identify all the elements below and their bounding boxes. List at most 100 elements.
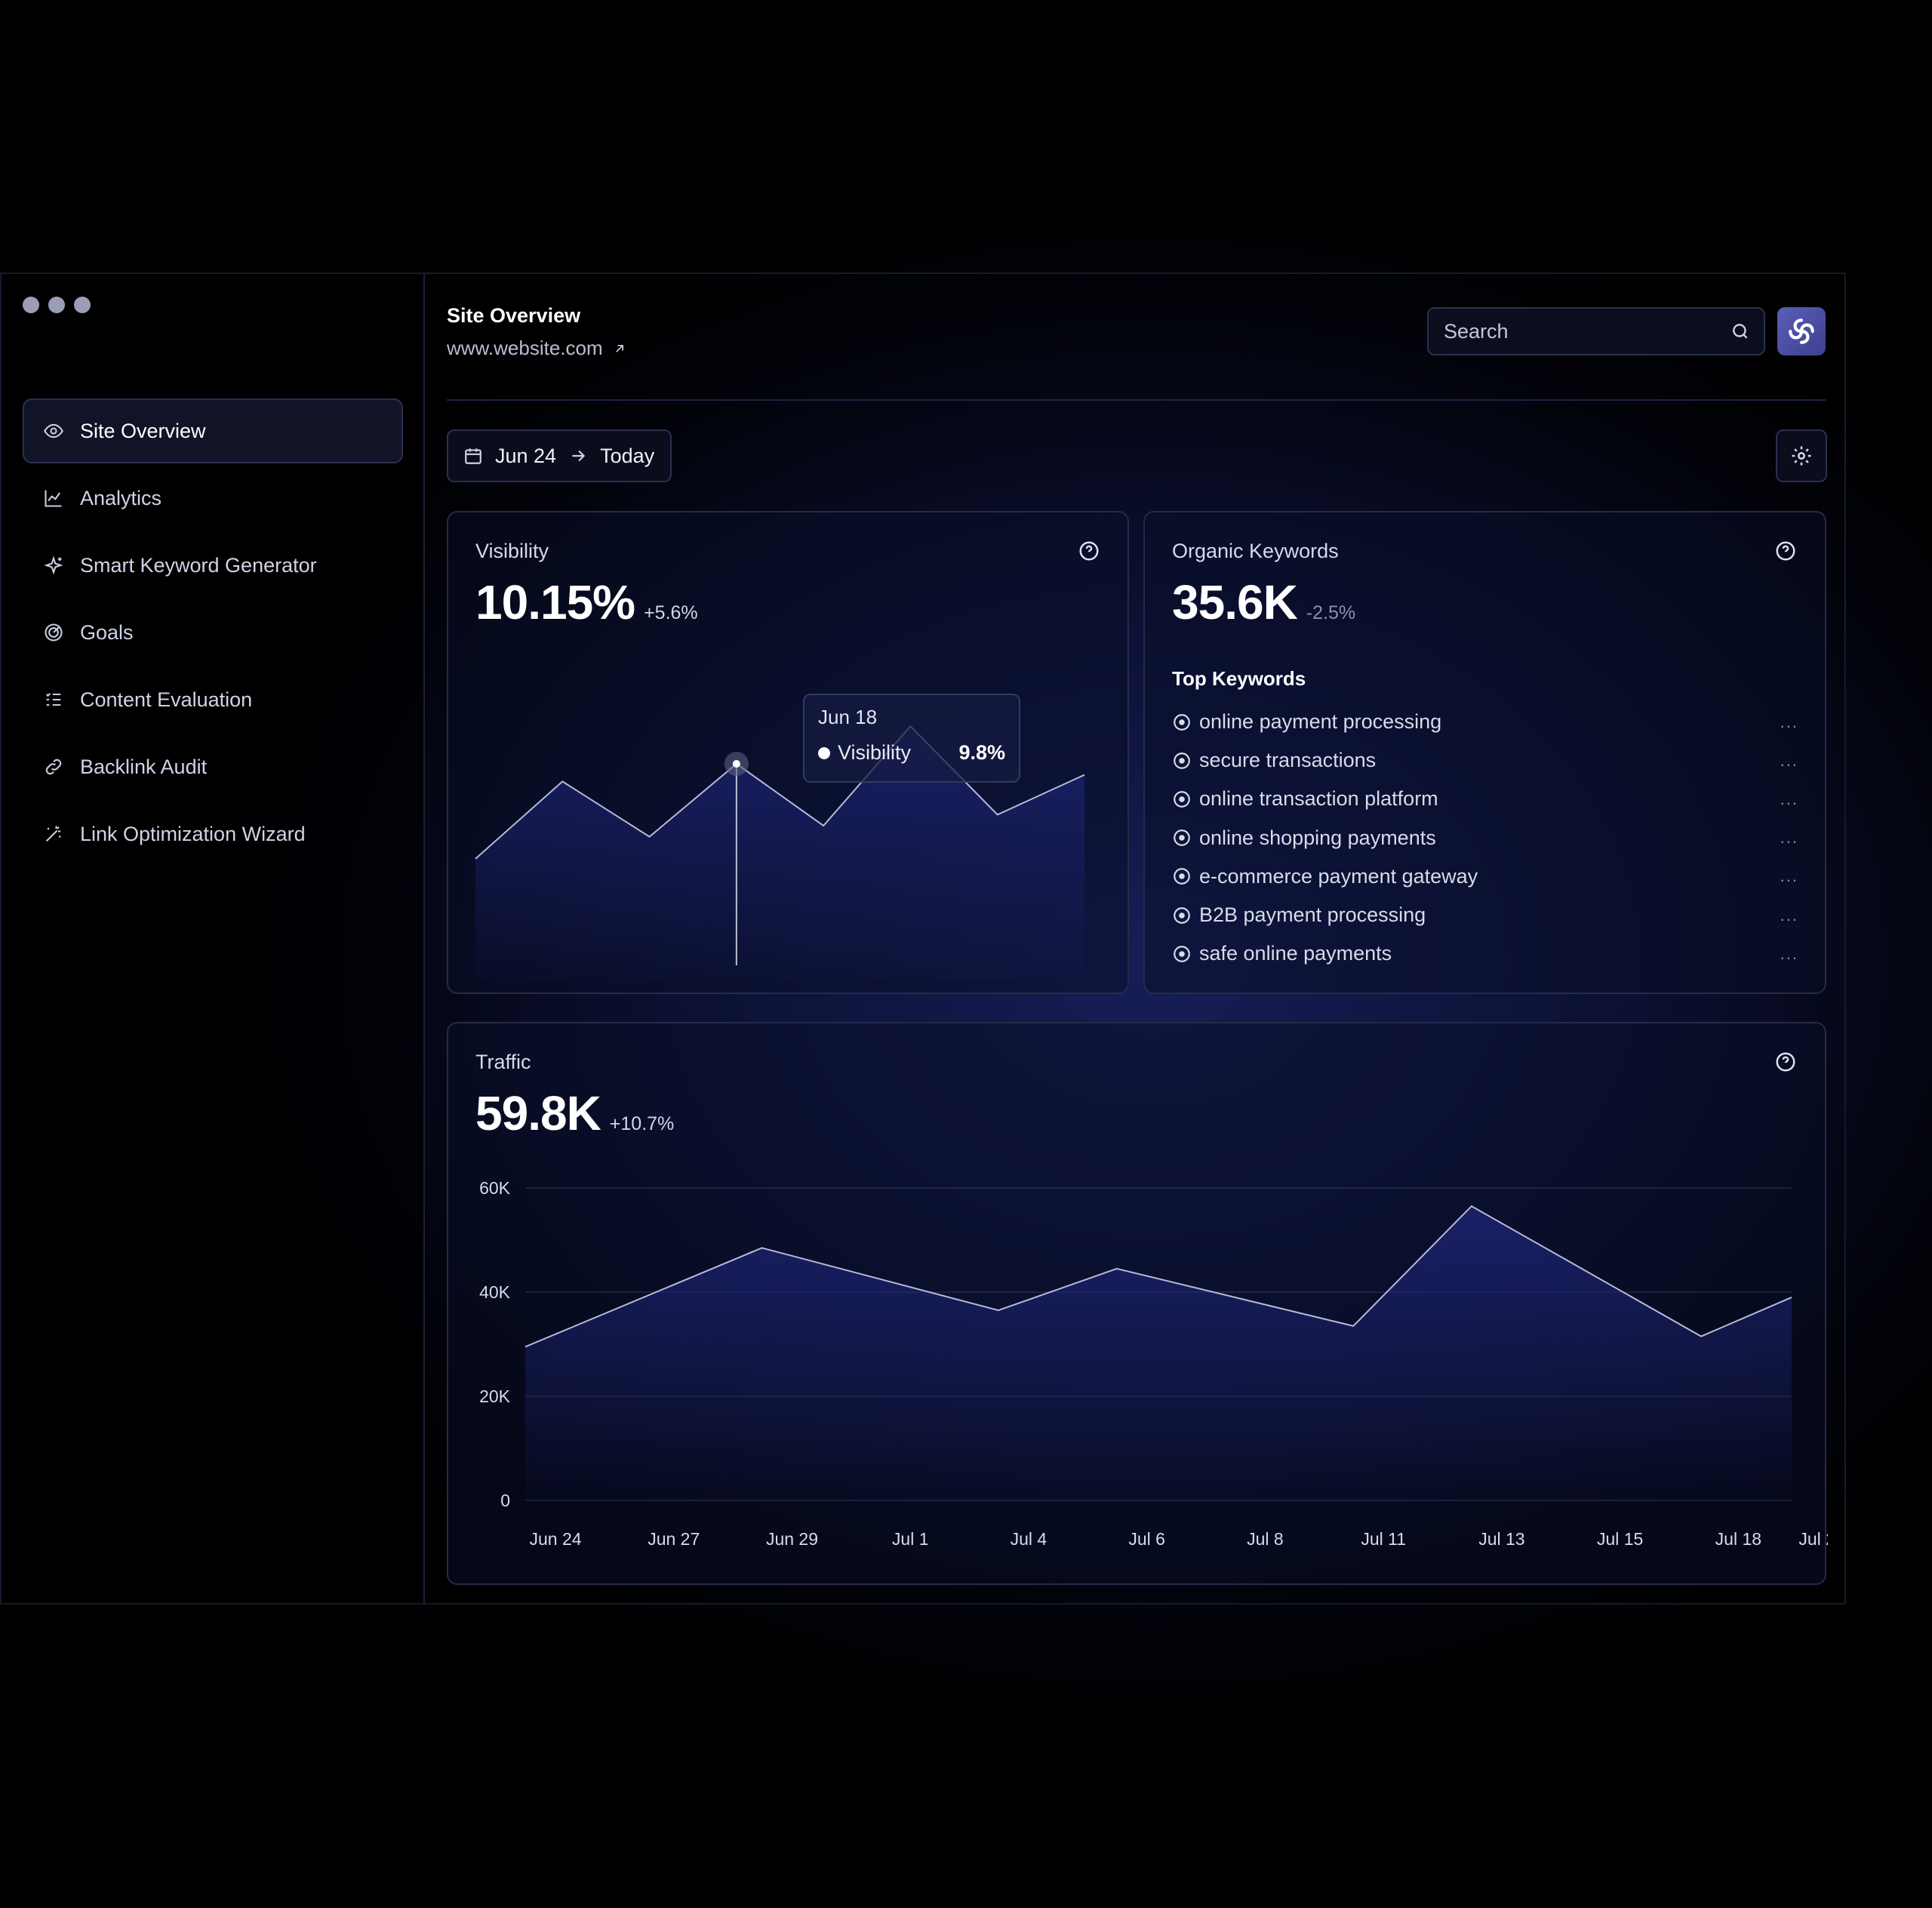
organic-keywords-card: Organic Keywords 35.6K -2.5% Top Keyword… (1143, 511, 1826, 994)
more-options-icon[interactable]: ... (1780, 712, 1798, 731)
keyword-item: online shopping payments (1172, 826, 1436, 850)
organic-keywords-metric: 35.6K -2.5% (1172, 574, 1355, 630)
gear-icon (1792, 446, 1811, 466)
sidebar-item-label: Goals (80, 620, 134, 644)
target-dot-icon (1174, 868, 1190, 885)
y-tick-label: 0 (500, 1491, 510, 1510)
target-dot-icon (1174, 906, 1190, 924)
more-options-icon[interactable]: ... (1780, 943, 1798, 963)
keyword-label: B2B payment processing (1199, 903, 1426, 927)
top-keywords-list: online payment processing... secure trans… (1172, 703, 1798, 973)
keyword-item: online payment processing (1172, 710, 1441, 734)
eye-icon (42, 420, 65, 442)
site-link[interactable]: www.website.com (447, 337, 627, 360)
top-keywords-title: Top Keywords (1172, 667, 1306, 690)
window-dot[interactable] (74, 297, 91, 313)
app-window: Site Overview Analytics Smart Keyword Ge… (0, 272, 1846, 1605)
y-tick-label: 40K (479, 1282, 511, 1302)
more-options-icon[interactable]: ... (1780, 789, 1798, 808)
search-input[interactable] (1442, 319, 1717, 344)
y-tick-label: 20K (479, 1386, 511, 1406)
search-box[interactable] (1427, 307, 1765, 355)
tooltip-row: Visibility 9.8% (818, 741, 1005, 765)
x-tick-label: Jul 4 (1011, 1529, 1048, 1549)
sidebar-item-backlink-audit[interactable]: Backlink Audit (23, 734, 403, 799)
date-end: Today (600, 444, 655, 467)
visibility-delta: +5.6% (644, 602, 698, 623)
sidebar-item-analytics[interactable]: Analytics (23, 466, 403, 531)
x-tick-label: Jul 6 (1128, 1529, 1165, 1549)
window-dot[interactable] (23, 297, 39, 313)
target-icon (42, 621, 65, 644)
visibility-label: Visibility (475, 540, 549, 562)
keyword-label: secure transactions (1199, 749, 1377, 772)
sparkle-icon (42, 554, 65, 577)
more-options-icon[interactable]: ... (1780, 866, 1798, 886)
arrow-right-icon (572, 450, 586, 462)
sidebar-nav: Site Overview Analytics Smart Keyword Ge… (23, 399, 403, 869)
keyword-label: e-commerce payment gateway (1199, 864, 1478, 888)
help-icon[interactable] (1774, 1051, 1797, 1073)
date-range-picker[interactable]: Jun 24 Today (447, 429, 672, 482)
y-tick-label: 60K (479, 1178, 511, 1198)
tooltip-value: 9.8% (958, 741, 1005, 764)
window-dot[interactable] (48, 297, 65, 313)
page-title: Site Overview (447, 304, 581, 327)
keyword-label: online transaction platform (1199, 787, 1438, 811)
help-icon[interactable] (1774, 540, 1797, 562)
keyword-row[interactable]: B2B payment processing... (1172, 896, 1798, 934)
keyword-row[interactable]: e-commerce payment gateway... (1172, 857, 1798, 896)
keyword-row[interactable]: online shopping payments... (1172, 819, 1798, 857)
target-dot-icon (1174, 791, 1190, 808)
sidebar-item-label: Content Evaluation (80, 688, 253, 711)
visibility-area (475, 726, 1084, 980)
organic-keywords-value: 35.6K (1172, 575, 1298, 629)
page-header: Site Overview www.website.com (447, 304, 627, 360)
keyword-item: e-commerce payment gateway (1172, 865, 1478, 888)
x-tick-label: Jul 8 (1247, 1529, 1284, 1549)
calendar-icon (465, 448, 481, 464)
sidebar-item-smart-keyword-generator[interactable]: Smart Keyword Generator (23, 533, 403, 598)
keyword-item: secure transactions (1172, 749, 1376, 772)
sidebar-item-label: Link Optimization Wizard (80, 822, 306, 845)
keyword-item: online transaction platform (1172, 787, 1438, 811)
keyword-row[interactable]: secure transactions... (1172, 741, 1798, 780)
keyword-label: online shopping payments (1199, 826, 1436, 849)
sidebar-item-link-optimization-wizard[interactable]: Link Optimization Wizard (23, 802, 403, 866)
more-options-icon[interactable]: ... (1780, 828, 1798, 848)
organic-keywords-label: Organic Keywords (1172, 540, 1339, 562)
settings-button[interactable] (1776, 429, 1827, 482)
sidebar: Site Overview Analytics Smart Keyword Ge… (2, 274, 425, 1603)
sidebar-item-goals[interactable]: Goals (23, 600, 403, 665)
line-chart-icon (42, 487, 65, 509)
external-link-icon (615, 344, 623, 352)
x-tick-label: Jul 1 (892, 1529, 929, 1549)
header-divider (447, 399, 1826, 401)
x-tick-label: Jul 18 (1715, 1529, 1761, 1549)
more-options-icon[interactable]: ... (1780, 905, 1798, 925)
date-start: Jun 24 (495, 444, 557, 467)
keyword-row[interactable]: online transaction platform... (1172, 780, 1798, 818)
sidebar-item-label: Analytics (80, 486, 162, 509)
traffic-metric: 59.8K +10.7% (475, 1085, 674, 1141)
keyword-row[interactable]: online payment processing... (1172, 703, 1798, 741)
sidebar-item-content-evaluation[interactable]: Content Evaluation (23, 667, 403, 732)
more-options-icon[interactable]: ... (1780, 750, 1798, 770)
app-logo[interactable] (1777, 307, 1826, 355)
chart-tooltip: Jun 18 Visibility 9.8% (803, 694, 1020, 783)
x-tick-label: Jun 24 (529, 1529, 581, 1549)
site-url[interactable]: www.website.com (447, 337, 603, 359)
visibility-value: 10.15% (475, 575, 635, 629)
target-dot-icon (1174, 945, 1190, 962)
visibility-chart (475, 725, 1085, 980)
search-icon[interactable] (1730, 322, 1750, 341)
visibility-line (475, 725, 1085, 860)
help-icon[interactable] (1078, 540, 1100, 562)
magic-wand-icon (42, 823, 65, 845)
sidebar-item-site-overview[interactable]: Site Overview (23, 399, 403, 463)
x-tick-label: Jul 13 (1478, 1529, 1524, 1549)
keyword-row[interactable]: safe online payments... (1172, 934, 1798, 973)
sidebar-item-label: Site Overview (80, 419, 206, 442)
target-dot-icon (1174, 752, 1190, 769)
main-content: Site Overview www.website.com (425, 274, 1844, 1603)
